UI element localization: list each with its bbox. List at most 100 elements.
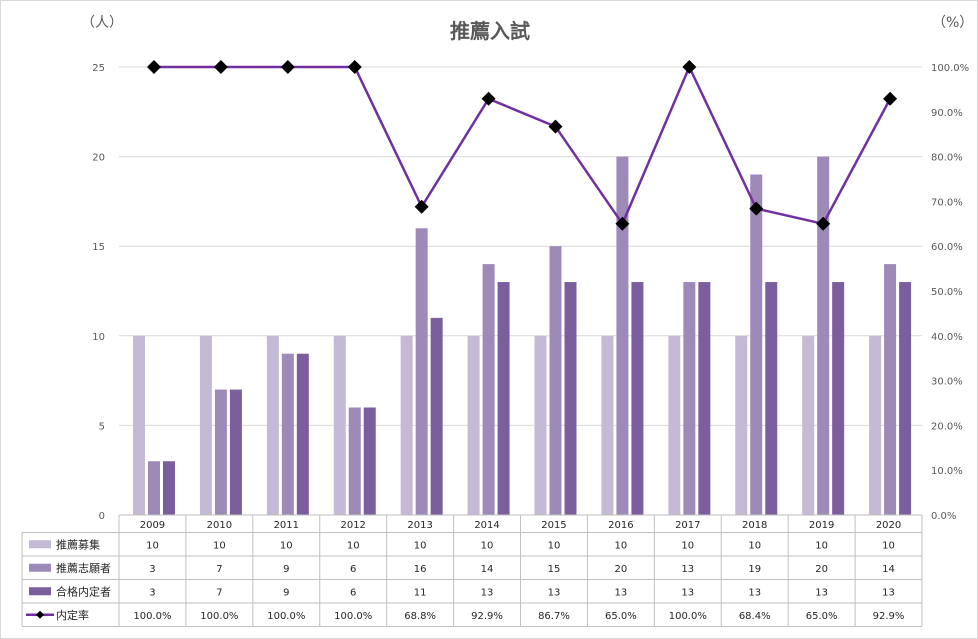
table-cell-value: 20 [815,564,828,575]
table-cell-value: 16 [414,564,427,575]
table-cell-value: 19 [748,564,761,575]
bar-3 [765,282,778,515]
bar-2 [348,407,361,515]
bar-1 [467,335,480,515]
bar-3 [899,282,912,515]
table-cell-value: 100.0% [669,611,707,622]
bar-2 [817,156,830,515]
bar-2 [750,174,763,515]
table-cell-value: 100.0% [200,611,238,622]
bar-3 [363,407,376,515]
bar-2 [415,228,428,515]
bar-2 [616,156,629,515]
table-cell-value: 13 [882,587,895,598]
table-cell-value: 92.9% [873,611,905,622]
bar-1 [133,335,145,515]
rate-marker [749,201,764,216]
rate-marker [883,91,898,106]
table-cell-value: 14 [882,564,895,575]
table-cell-value: 9 [283,564,289,575]
rate-marker [615,216,630,231]
table-cell-value: 9 [283,587,289,598]
table-cell-value: 10 [748,540,761,551]
bar-1 [534,335,547,515]
left-y-tick-label: 0 [99,511,105,522]
data-table: 2009 2010 2011 2012 2013 2014 2015 2016 2017 2018… [21,514,923,627]
bar-3 [497,282,510,515]
right-y-tick-label: 50.0% [931,287,963,298]
table-cell-value: 10 [146,540,159,551]
bar-1 [199,335,212,515]
table-cell-value: 68.8% [404,611,436,622]
right-y-tick-label: 90.0% [931,108,963,119]
table-cell-value: 10 [882,540,895,551]
right-y-tick-label: 70.0% [931,197,963,208]
right-y-tick-label: 60.0% [931,242,963,253]
line-series-group [147,60,898,231]
table-cell-value: 13 [815,587,828,598]
bar-1 [668,335,681,515]
right-y-axis: 0.0% 10.0% 20.0% 30.0% 40.0% 50.0% 60.0% 70.0% 8… [931,63,969,522]
table-cell-value: 100.0% [133,611,171,622]
table-cell-value: 3 [149,564,155,575]
category-label: 2019 [809,520,834,531]
right-y-tick-label: 30.0% [931,377,963,388]
table-cell-value: 13 [615,587,628,598]
right-y-tick-label: 80.0% [931,153,963,164]
left-y-tick-label: 5 [99,421,105,432]
left-y-tick-label: 15 [92,242,105,253]
table-cell-value: 6 [350,564,356,575]
table-cell-value: 7 [216,564,222,575]
table-cell-value: 10 [280,540,293,551]
rate-marker [213,60,228,74]
bar-3 [163,461,175,515]
rate-marker [414,199,429,214]
bar-series-group [133,156,912,515]
bar-2 [281,353,294,515]
bar-3 [229,389,242,515]
table-cell-value: 10 [213,540,226,551]
right-axis-unit: （%） [932,15,973,31]
rate-marker [682,60,697,74]
bar-3 [698,282,711,515]
table-cell-value: 68.4% [739,611,771,622]
category-label: 2015 [541,520,566,531]
bar-1 [869,335,882,515]
bar-3 [430,317,443,515]
category-label: 2011 [274,520,299,531]
bar-3 [631,282,644,515]
table-cell-value: 7 [216,587,222,598]
bar-1 [601,335,614,515]
rate-marker [147,60,161,74]
bar-1 [735,335,748,515]
category-label: 2018 [742,520,767,531]
legend-swatch [29,587,51,596]
legend-label: 合格内定者 [56,584,111,598]
category-label: 2013 [407,520,432,531]
left-axis-unit: （人） [81,15,123,31]
right-y-tick-label: 40.0% [931,332,963,343]
category-label: 2020 [876,520,901,531]
category-label: 2017 [675,520,700,531]
bar-1 [333,335,346,515]
right-y-tick-label: 10.0% [931,466,963,477]
rate-marker [816,216,831,231]
rate-marker [481,91,496,106]
legend-label: 推薦志願者 [56,561,111,575]
table-cell-value: 20 [615,564,628,575]
rate-marker [347,60,362,74]
table-cell-value: 100.0% [334,611,372,622]
table-cell-value: 13 [681,587,694,598]
table-cell-value: 10 [615,540,628,551]
table-cell-value: 13 [548,587,561,598]
bar-1 [400,335,413,515]
category-label: 2010 [207,520,232,531]
category-label: 2016 [608,520,633,531]
bar-1 [802,335,815,515]
table-cell-value: 10 [815,540,828,551]
table-cell-value: 10 [681,540,694,551]
table-cell-value: 13 [748,587,761,598]
table-cell-value: 100.0% [267,611,305,622]
